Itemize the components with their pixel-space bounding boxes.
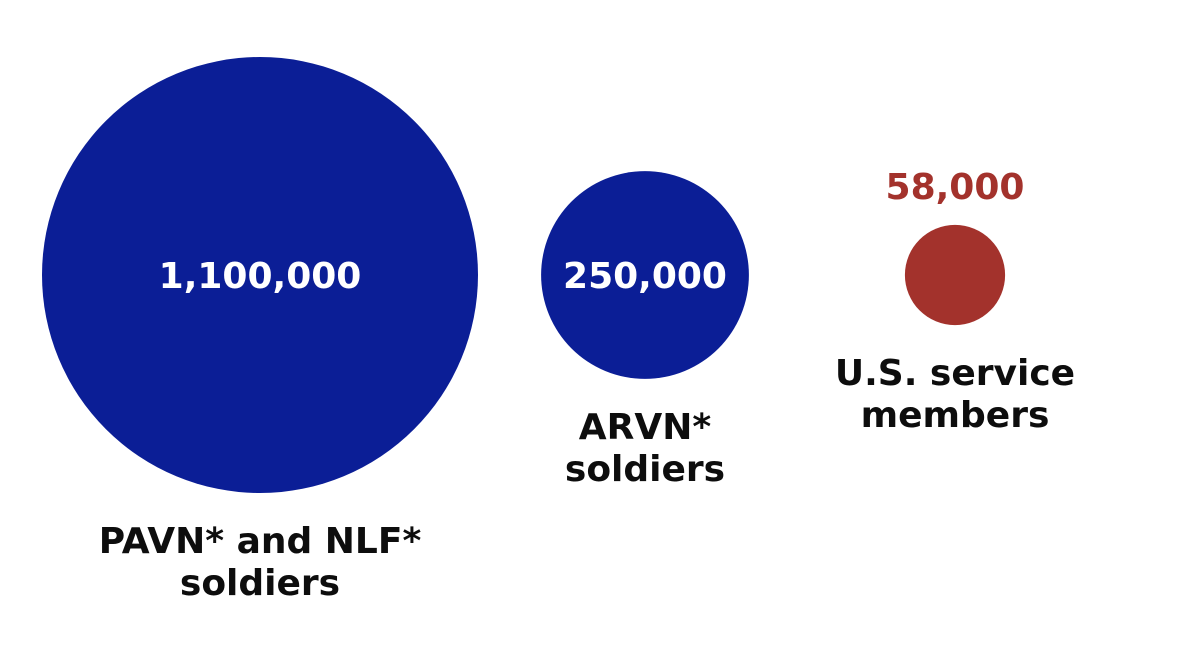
category-label-pavn-nlf-line-1: PAVN* and NLF* xyxy=(99,521,422,562)
category-label-pavn-nlf-line-2: soldiers xyxy=(180,563,340,604)
category-label-arvn-line-2: soldiers xyxy=(565,449,725,490)
category-label-us-service-line-1: U.S. service xyxy=(835,353,1075,394)
bubble-group-arvn: 250,000 ARVN*soldiers xyxy=(541,171,749,490)
value-label-arvn: 250,000 xyxy=(563,256,727,297)
bubble-group-pavn-nlf: 1,100,000 PAVN* and NLF*soldiers xyxy=(42,57,478,604)
category-label-us-service-line-2: members xyxy=(861,395,1050,436)
bubble-us-service xyxy=(904,224,1006,326)
bubble-arvn xyxy=(541,171,749,379)
value-label-pavn-nlf: 1,100,000 xyxy=(159,256,362,297)
bubble-pavn-nlf xyxy=(42,57,478,493)
category-label-arvn-line-1: ARVN* xyxy=(579,407,712,448)
value-label-us-service: 58,000 xyxy=(886,167,1025,208)
